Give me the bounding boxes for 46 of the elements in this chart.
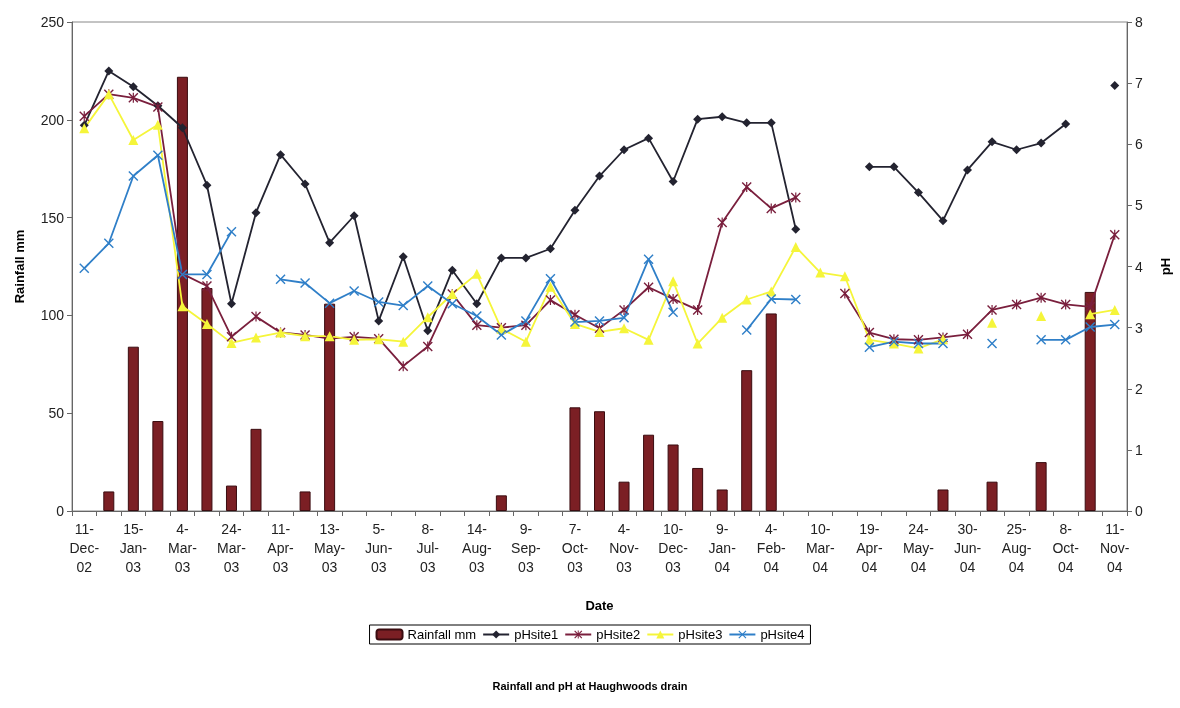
y2-tick-label: 6 xyxy=(1135,136,1143,153)
y2-tick-label: 1 xyxy=(1135,441,1143,458)
y-tick-label: 50 xyxy=(48,405,65,422)
y-axis-title: Rainfall mm xyxy=(12,229,27,304)
x-tick-label: 24-May-04 xyxy=(902,520,935,575)
legend-label: Rainfall mm xyxy=(407,627,477,642)
y-tick-label: 150 xyxy=(40,209,65,226)
x-tick-label: 5-Jun-03 xyxy=(365,520,393,575)
x-tick-label: 9-Jan-04 xyxy=(708,520,737,575)
y2-tick-label: 4 xyxy=(1135,258,1143,275)
x-tick-label: 4-Feb-04 xyxy=(756,520,786,575)
text: Rainfall and pH at Haughwoods drain xyxy=(492,679,688,692)
x-tick-label: 24-Mar-03 xyxy=(217,520,247,575)
x-tick-label: 8-Jul-03 xyxy=(416,520,440,575)
y2-tick-label: 8 xyxy=(1135,14,1143,30)
y-tick-label: 250 xyxy=(40,14,65,30)
legend-label: pHsite3 xyxy=(678,627,723,642)
x-tick-label: 11-Dec-02 xyxy=(69,520,100,575)
x-tick-label: 4-Nov-03 xyxy=(609,520,640,575)
y2-tick-label: 0 xyxy=(1135,503,1143,519)
y2-tick-label: 5 xyxy=(1135,197,1143,214)
x-tick-label: 10-Dec-03 xyxy=(658,520,689,575)
x-tick-label: 7-Oct-03 xyxy=(561,520,589,575)
y2-tick-label: 7 xyxy=(1135,75,1143,92)
x-tick-label: 11-Apr-03 xyxy=(267,520,295,575)
x-axis-title: Date xyxy=(585,598,614,613)
x-tick-label: 9-Sep-03 xyxy=(511,520,542,575)
x-tick-label: 30-Jun-04 xyxy=(953,520,982,575)
x-tick-label: 4-Mar-03 xyxy=(168,520,198,575)
x-tick-label: 11-Nov-04 xyxy=(1099,520,1130,575)
x-tick-label: 25-Aug-04 xyxy=(1001,520,1032,575)
y-tick-label: 0 xyxy=(56,503,65,519)
y-tick-label: 200 xyxy=(40,111,65,128)
y2-tick-label: 2 xyxy=(1135,380,1143,397)
x-tick-label: 19-Apr-04 xyxy=(856,520,883,575)
x-tick-label: 14-Aug-03 xyxy=(462,520,492,575)
y2-tick-label: 3 xyxy=(1135,319,1143,336)
legend-label: pHsite4 xyxy=(760,627,805,642)
x-tick-label: 13-May-03 xyxy=(314,520,346,575)
x-tick-label: 10-Mar-04 xyxy=(805,520,836,575)
x-tick-label: 8-Oct-04 xyxy=(1052,520,1080,575)
y-tick-label: 100 xyxy=(40,307,65,324)
x-tick-label: 15-Jan-03 xyxy=(119,520,148,575)
legend-label: pHsite1 xyxy=(514,627,559,642)
legend-label: pHsite2 xyxy=(596,627,641,642)
y2-axis-title: pH xyxy=(1158,257,1173,276)
